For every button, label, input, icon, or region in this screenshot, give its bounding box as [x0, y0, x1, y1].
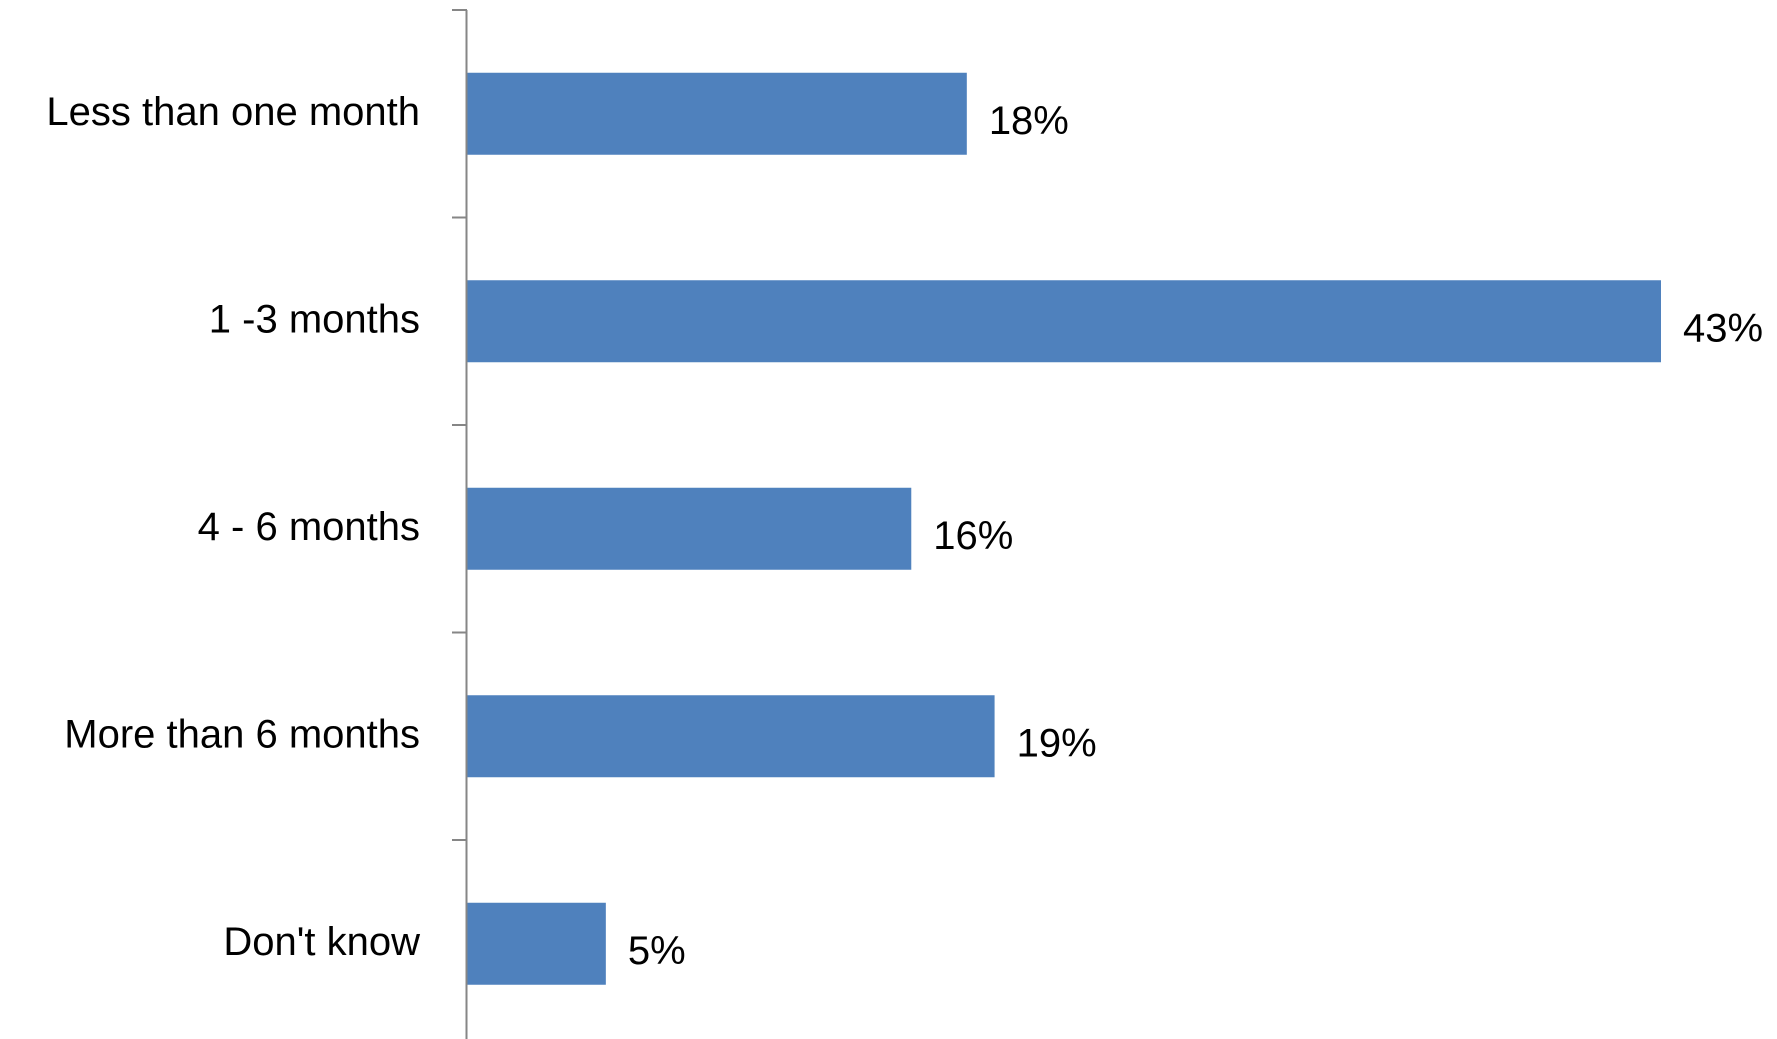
- bar: [467, 902, 606, 985]
- category-label: Less than one month: [46, 90, 420, 134]
- labels-layer: Less than one month 18% 1 -3 months 43% 4 - …: [46, 90, 1763, 973]
- data-label: 19%: [1017, 721, 1097, 765]
- category-axis: [452, 9, 468, 1039]
- data-label: 5%: [628, 929, 686, 973]
- category-label: 1 -3 months: [209, 297, 420, 341]
- category-label: More than 6 months: [64, 712, 420, 756]
- bar: [467, 487, 912, 570]
- data-label: 43%: [1683, 306, 1763, 350]
- bar: [467, 695, 995, 778]
- bar: [467, 280, 1661, 363]
- bar: [467, 72, 967, 155]
- data-label: 18%: [989, 99, 1069, 143]
- category-label: 4 - 6 months: [198, 505, 420, 549]
- category-label: Don't know: [223, 920, 420, 964]
- data-label: 16%: [933, 514, 1013, 558]
- bars-layer: [467, 72, 1661, 985]
